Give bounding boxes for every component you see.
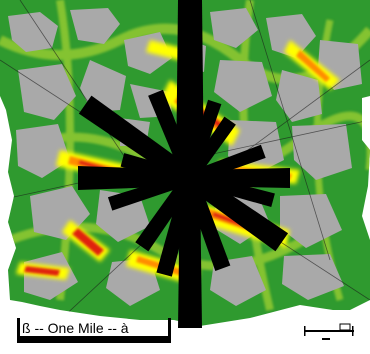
scale-label: ß -- One Mile -- à	[22, 320, 129, 336]
scale-bar-icon	[20, 336, 170, 343]
wind-rose-icon	[78, 0, 290, 328]
mini-scale-icon	[304, 323, 354, 340]
scale-tick-left	[17, 318, 20, 343]
open-land-patches	[8, 8, 362, 306]
scale-tick-right	[168, 318, 171, 343]
